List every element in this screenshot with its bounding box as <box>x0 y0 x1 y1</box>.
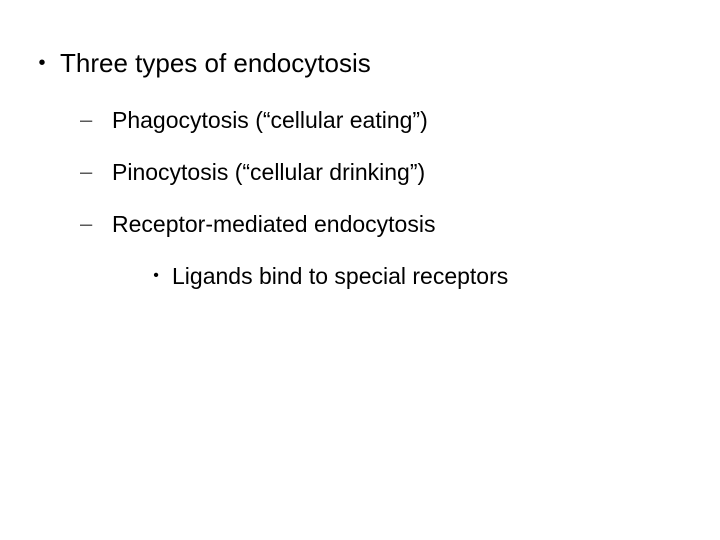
dash-icon: – <box>80 158 112 186</box>
list-item-level3: • Ligands bind to special receptors <box>140 262 720 290</box>
bullet-icon: • <box>24 48 60 78</box>
item-text: Pinocytosis (“cellular drinking”) <box>112 158 425 186</box>
heading-text: Three types of endocytosis <box>60 48 371 78</box>
subitem-text: Ligands bind to special receptors <box>172 262 508 290</box>
list-item-level2: – Pinocytosis (“cellular drinking”) <box>80 158 720 186</box>
slide: • Three types of endocytosis – Phagocyto… <box>0 0 720 540</box>
list-item-level2: – Receptor-mediated endocytosis <box>80 210 720 238</box>
item-text: Receptor-mediated endocytosis <box>112 210 435 238</box>
dash-icon: – <box>80 106 112 134</box>
dash-icon: – <box>80 210 112 238</box>
bullet-icon: • <box>140 262 172 290</box>
list-item-level2: – Phagocytosis (“cellular eating”) <box>80 106 720 134</box>
item-text: Phagocytosis (“cellular eating”) <box>112 106 428 134</box>
list-item-level1: • Three types of endocytosis <box>24 48 720 78</box>
